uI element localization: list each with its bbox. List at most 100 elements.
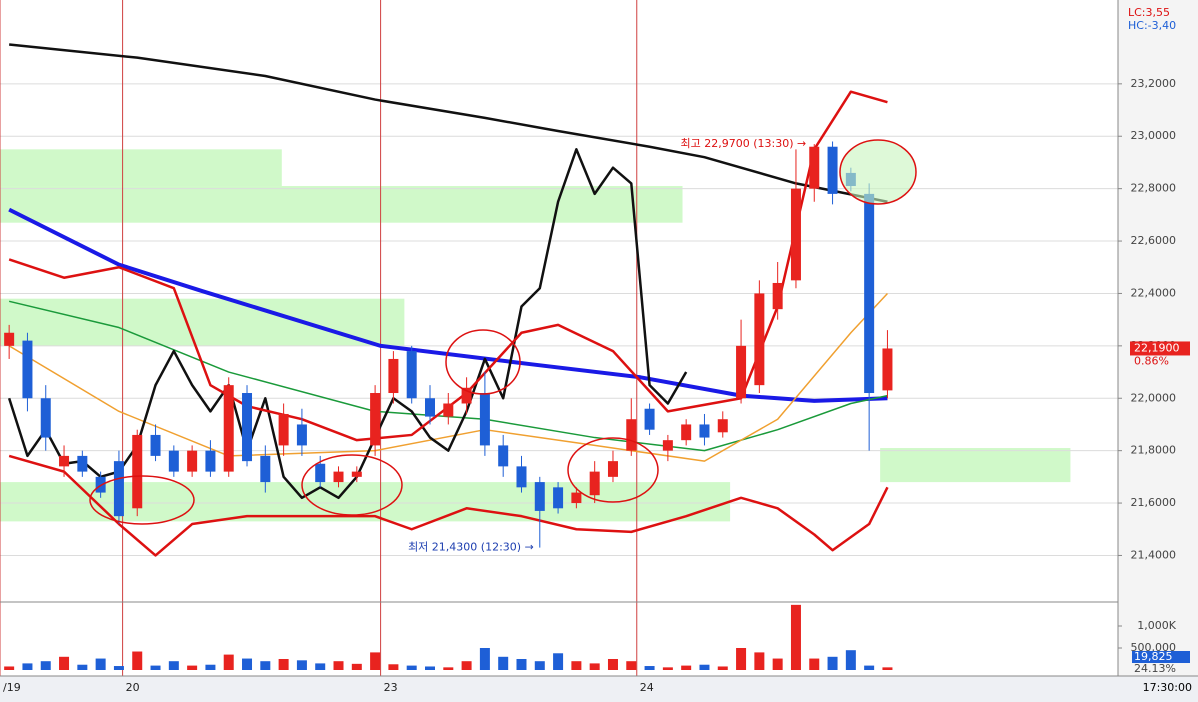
- candle-body: [607, 461, 618, 477]
- candle-body: [278, 413, 289, 446]
- x-tick-label: /19: [3, 681, 21, 694]
- candle-body: [296, 424, 307, 446]
- support-zone: [0, 149, 282, 187]
- volume-bar: [589, 663, 600, 670]
- volume-bar: [425, 666, 435, 670]
- highlight-ellipse: [839, 139, 917, 205]
- volume-bar: [809, 658, 820, 670]
- volume-bar: [754, 652, 765, 670]
- candle-body: [4, 332, 15, 346]
- candle-body: [333, 471, 344, 483]
- volume-bar: [498, 656, 509, 670]
- volume-bar: [864, 665, 875, 670]
- volume-bar: [516, 658, 527, 670]
- candle-body: [662, 440, 673, 451]
- time-label: 17:30:00: [1143, 681, 1192, 694]
- candle-body: [77, 455, 88, 472]
- y-tick-label: 22,6000: [1131, 234, 1177, 247]
- candle-body: [187, 450, 198, 472]
- volume-bar: [22, 663, 33, 670]
- candle-body: [864, 193, 875, 394]
- low-note: 최저 21,4300 (12:30) →: [408, 541, 534, 554]
- candle-body: [626, 419, 637, 451]
- candle-body: [772, 282, 783, 310]
- support-zone: [0, 298, 405, 346]
- candle-body: [589, 471, 600, 496]
- volume-ratio: 24.13%: [1134, 662, 1176, 675]
- candle-body: [790, 188, 801, 281]
- indicator-line: [8, 454, 889, 557]
- volume-bar: [571, 661, 582, 670]
- volume-bar: [461, 661, 472, 670]
- volume-tick-label: 500,000: [1131, 641, 1177, 654]
- indicator-line: [8, 292, 888, 462]
- candle-body: [40, 398, 51, 438]
- candle-body: [150, 434, 161, 456]
- x-tick-label: 23: [384, 681, 398, 694]
- hc-label: HC:-3,40: [1128, 19, 1176, 32]
- volume-last-box: [1132, 651, 1190, 663]
- volume-bar: [717, 666, 728, 670]
- candle-body: [553, 487, 564, 509]
- candle-body: [571, 492, 582, 504]
- candle-body: [516, 466, 527, 488]
- volume-bar: [882, 667, 893, 670]
- indicator-line: [8, 300, 888, 452]
- volume-bar: [168, 661, 179, 670]
- volume-bar: [845, 650, 856, 670]
- volume-bar: [315, 663, 326, 670]
- highlight-ellipse: [445, 329, 521, 395]
- candle-body: [498, 445, 509, 467]
- candle-body: [388, 358, 399, 394]
- indicator-line: [8, 207, 888, 403]
- volume-bar: [681, 665, 692, 670]
- y-tick-label: 22,0000: [1131, 391, 1177, 404]
- candle-body: [425, 398, 435, 417]
- candle-body: [315, 463, 326, 483]
- annotations: 최고 22,9700 (13:30) → 최저 21,4300 (12:30) →: [89, 137, 917, 554]
- candle-body: [717, 419, 728, 433]
- highlight-ellipse: [89, 475, 195, 525]
- candle-body: [699, 424, 710, 438]
- volume-bar: [278, 658, 289, 670]
- price-box: [1130, 341, 1190, 356]
- axes: 21,400021,600021,800022,000022,200022,40…: [3, 77, 1190, 694]
- candle-body: [168, 450, 179, 472]
- volume-bar: [736, 647, 747, 670]
- volume-bar: [333, 661, 344, 670]
- volume-bar: [242, 658, 253, 670]
- candle-body: [242, 393, 253, 462]
- y-tick-label: 23,0000: [1131, 129, 1177, 142]
- indicator-line: [9, 43, 888, 203]
- candle-body: [223, 385, 234, 472]
- volume-bar: [790, 604, 801, 670]
- y-tick-label: 21,6000: [1131, 496, 1177, 509]
- volume-bar: [772, 658, 783, 670]
- volume-bar: [443, 667, 454, 670]
- candle-body: [754, 293, 765, 386]
- candle-body: [205, 450, 216, 472]
- candle-body: [736, 345, 747, 399]
- x-tick-label: 20: [126, 681, 140, 694]
- volume-bar: [351, 663, 362, 670]
- volume-tick-label: 1,000K: [1137, 619, 1176, 632]
- volume-bar: [40, 661, 51, 670]
- candle-body: [59, 455, 70, 467]
- volume-bar: [644, 666, 655, 670]
- volume-bar: [626, 661, 637, 670]
- volume-bar: [77, 664, 88, 670]
- candle-body: [113, 461, 124, 517]
- volume-bar: [607, 658, 618, 670]
- y-tick-label: 22,8000: [1131, 182, 1177, 195]
- volume-bar: [95, 658, 106, 670]
- volume-bar: [113, 666, 124, 670]
- price-label: 22,1900: [1134, 341, 1180, 354]
- volume-bar: [187, 665, 198, 670]
- y-tick-label: 22,4000: [1131, 286, 1177, 299]
- candle-body: [461, 387, 472, 404]
- candle-body: [22, 340, 33, 399]
- candle-body: [443, 403, 454, 417]
- volume-bar: [132, 651, 143, 670]
